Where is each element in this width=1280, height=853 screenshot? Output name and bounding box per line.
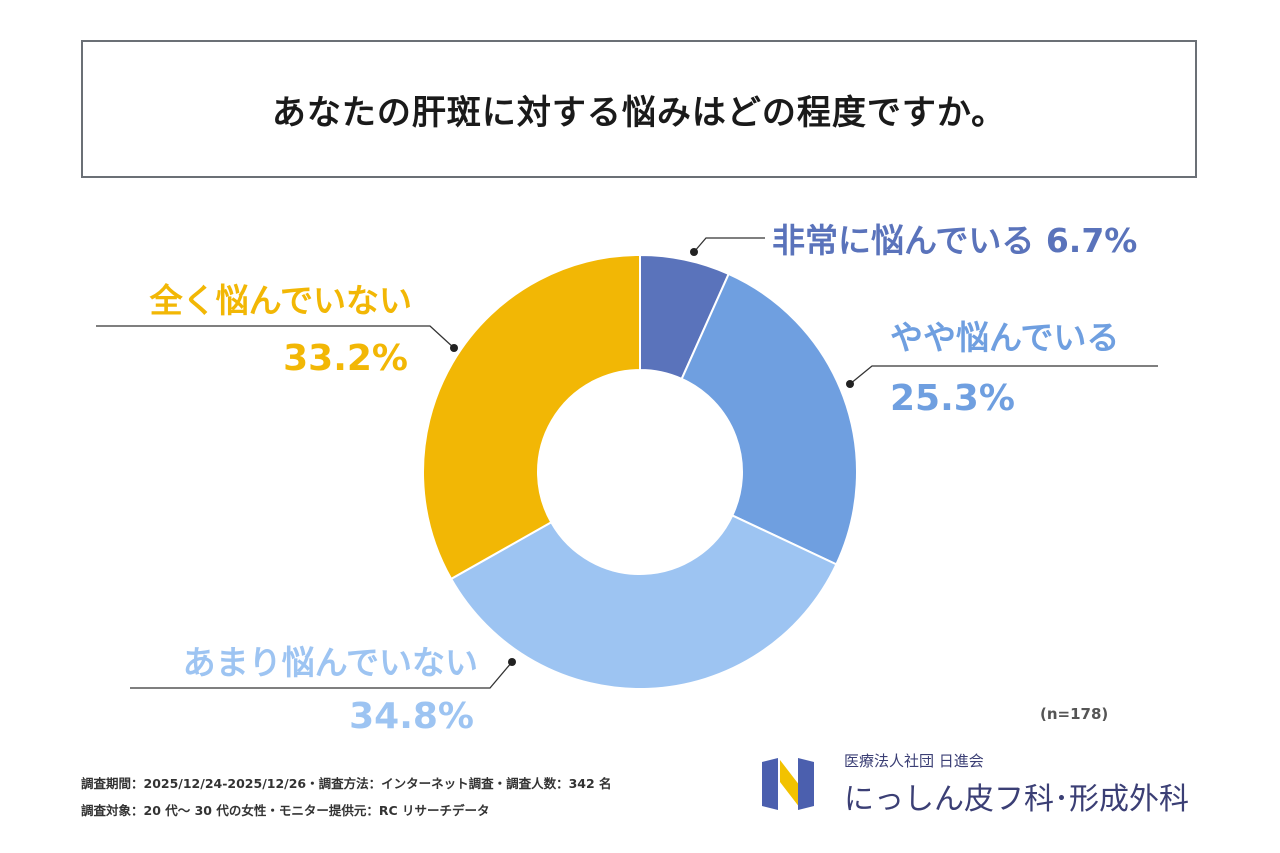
donut-slices: [422, 253, 858, 690]
donut-slice: [449, 514, 838, 690]
leader-line: [130, 661, 513, 689]
slice-value-label: 25.3%: [890, 378, 1015, 419]
leader-line: [849, 365, 1158, 385]
slice-labels: 非常に悩んでいる 6.7% やや悩んでいる 25.3% あまり悩んでいない 34.8% 全…: [149, 221, 1138, 737]
title-box: あなたの肝斑に対する悩みはどの程度ですか。: [81, 40, 1197, 178]
logo-org-name: 医療法人社団 日進会: [844, 752, 984, 770]
slice-label: 全く悩んでいない: [149, 281, 412, 320]
leader-dot: [690, 248, 698, 256]
survey-note-2: 調査対象：20 代～ 30 代の女性・モニター提供元：RC リサーチデータ: [81, 803, 490, 818]
chart-title: あなたの肝斑に対する悩みはどの程度ですか。: [271, 92, 1007, 133]
survey-note-1: 調査期間：2025/12/24-2025/12/26・調査方法：インターネット調…: [81, 776, 612, 791]
sample-size: (n=178): [1040, 705, 1109, 723]
leader-lines: [96, 237, 1158, 689]
slice-label: あまり悩んでいない: [183, 643, 478, 682]
leader-line: [693, 237, 765, 253]
donut-slice: [422, 253, 641, 581]
logo-mark-icon: [762, 758, 814, 810]
slice-label: 非常に悩んでいる 6.7%: [772, 221, 1137, 260]
leader-dot: [508, 658, 516, 666]
clinic-logo: 医療法人社団 日進会 にっしん皮フ科･形成外科: [760, 750, 1220, 817]
leader-dot: [846, 380, 854, 388]
leader-line: [96, 325, 455, 349]
logo-clinic-name: にっしん皮フ科･形成外科: [844, 782, 1189, 817]
slice-value-label: 33.2%: [283, 338, 408, 379]
donut-slice: [680, 272, 858, 566]
slice-label: やや悩んでいる: [890, 318, 1119, 357]
slice-value-label: 34.8%: [349, 696, 474, 737]
leader-dot: [450, 344, 458, 352]
